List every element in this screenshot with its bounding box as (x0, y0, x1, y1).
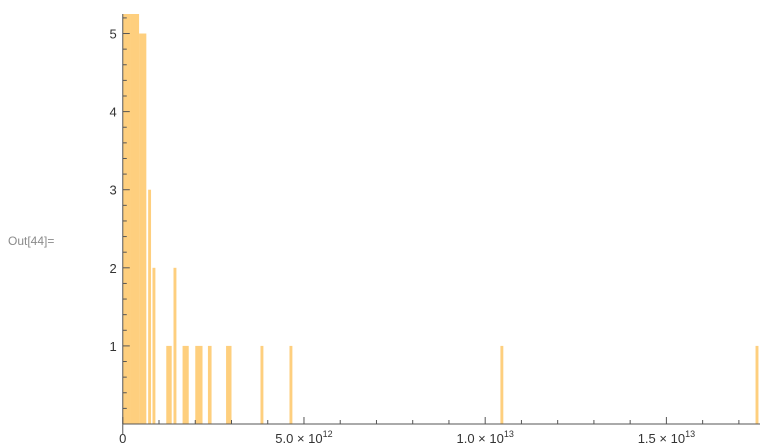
histogram-bar-1 (130, 14, 140, 424)
histogram-bar-3 (148, 189, 152, 424)
histogram-bar-9 (207, 345, 212, 424)
y-tick-label-4: 4 (110, 105, 117, 120)
histogram-bar-4 (152, 267, 156, 424)
histogram-bar-2 (139, 33, 147, 425)
histogram-bar-8 (195, 345, 203, 424)
histogram-bar-5 (166, 345, 172, 424)
bar-group (122, 14, 759, 425)
x-tick-label-3: 1.5 × 1013 (638, 429, 695, 446)
output-cell-label: Out[44]= (8, 234, 55, 248)
histogram-bar-0 (122, 14, 131, 424)
x-ticks-group: 0 5.0 × 1012 1.0 × 1013 1.5 × 1013 (119, 417, 740, 446)
y-ticks-group: 1 2 3 4 5 (110, 17, 130, 409)
x-tick-label-1: 5.0 × 1012 (275, 429, 332, 446)
histogram-bar-10 (226, 345, 232, 424)
y-tick-label-2: 2 (110, 261, 117, 276)
histogram-bar-7 (182, 345, 189, 424)
y-tick-label-1: 1 (110, 339, 117, 354)
histogram-bar-13 (500, 345, 504, 424)
axes-group (122, 14, 760, 434)
histogram-bar-14 (755, 345, 759, 424)
y-tick-label-3: 3 (110, 183, 117, 198)
x-tick-label-2: 1.0 × 1013 (457, 429, 514, 446)
y-tick-label-5: 5 (110, 27, 117, 42)
histogram-bar-11 (260, 345, 264, 424)
histogram-bar-6 (173, 267, 177, 424)
x-tick-label-0: 0 (119, 431, 126, 446)
histogram-bar-12 (289, 345, 293, 424)
